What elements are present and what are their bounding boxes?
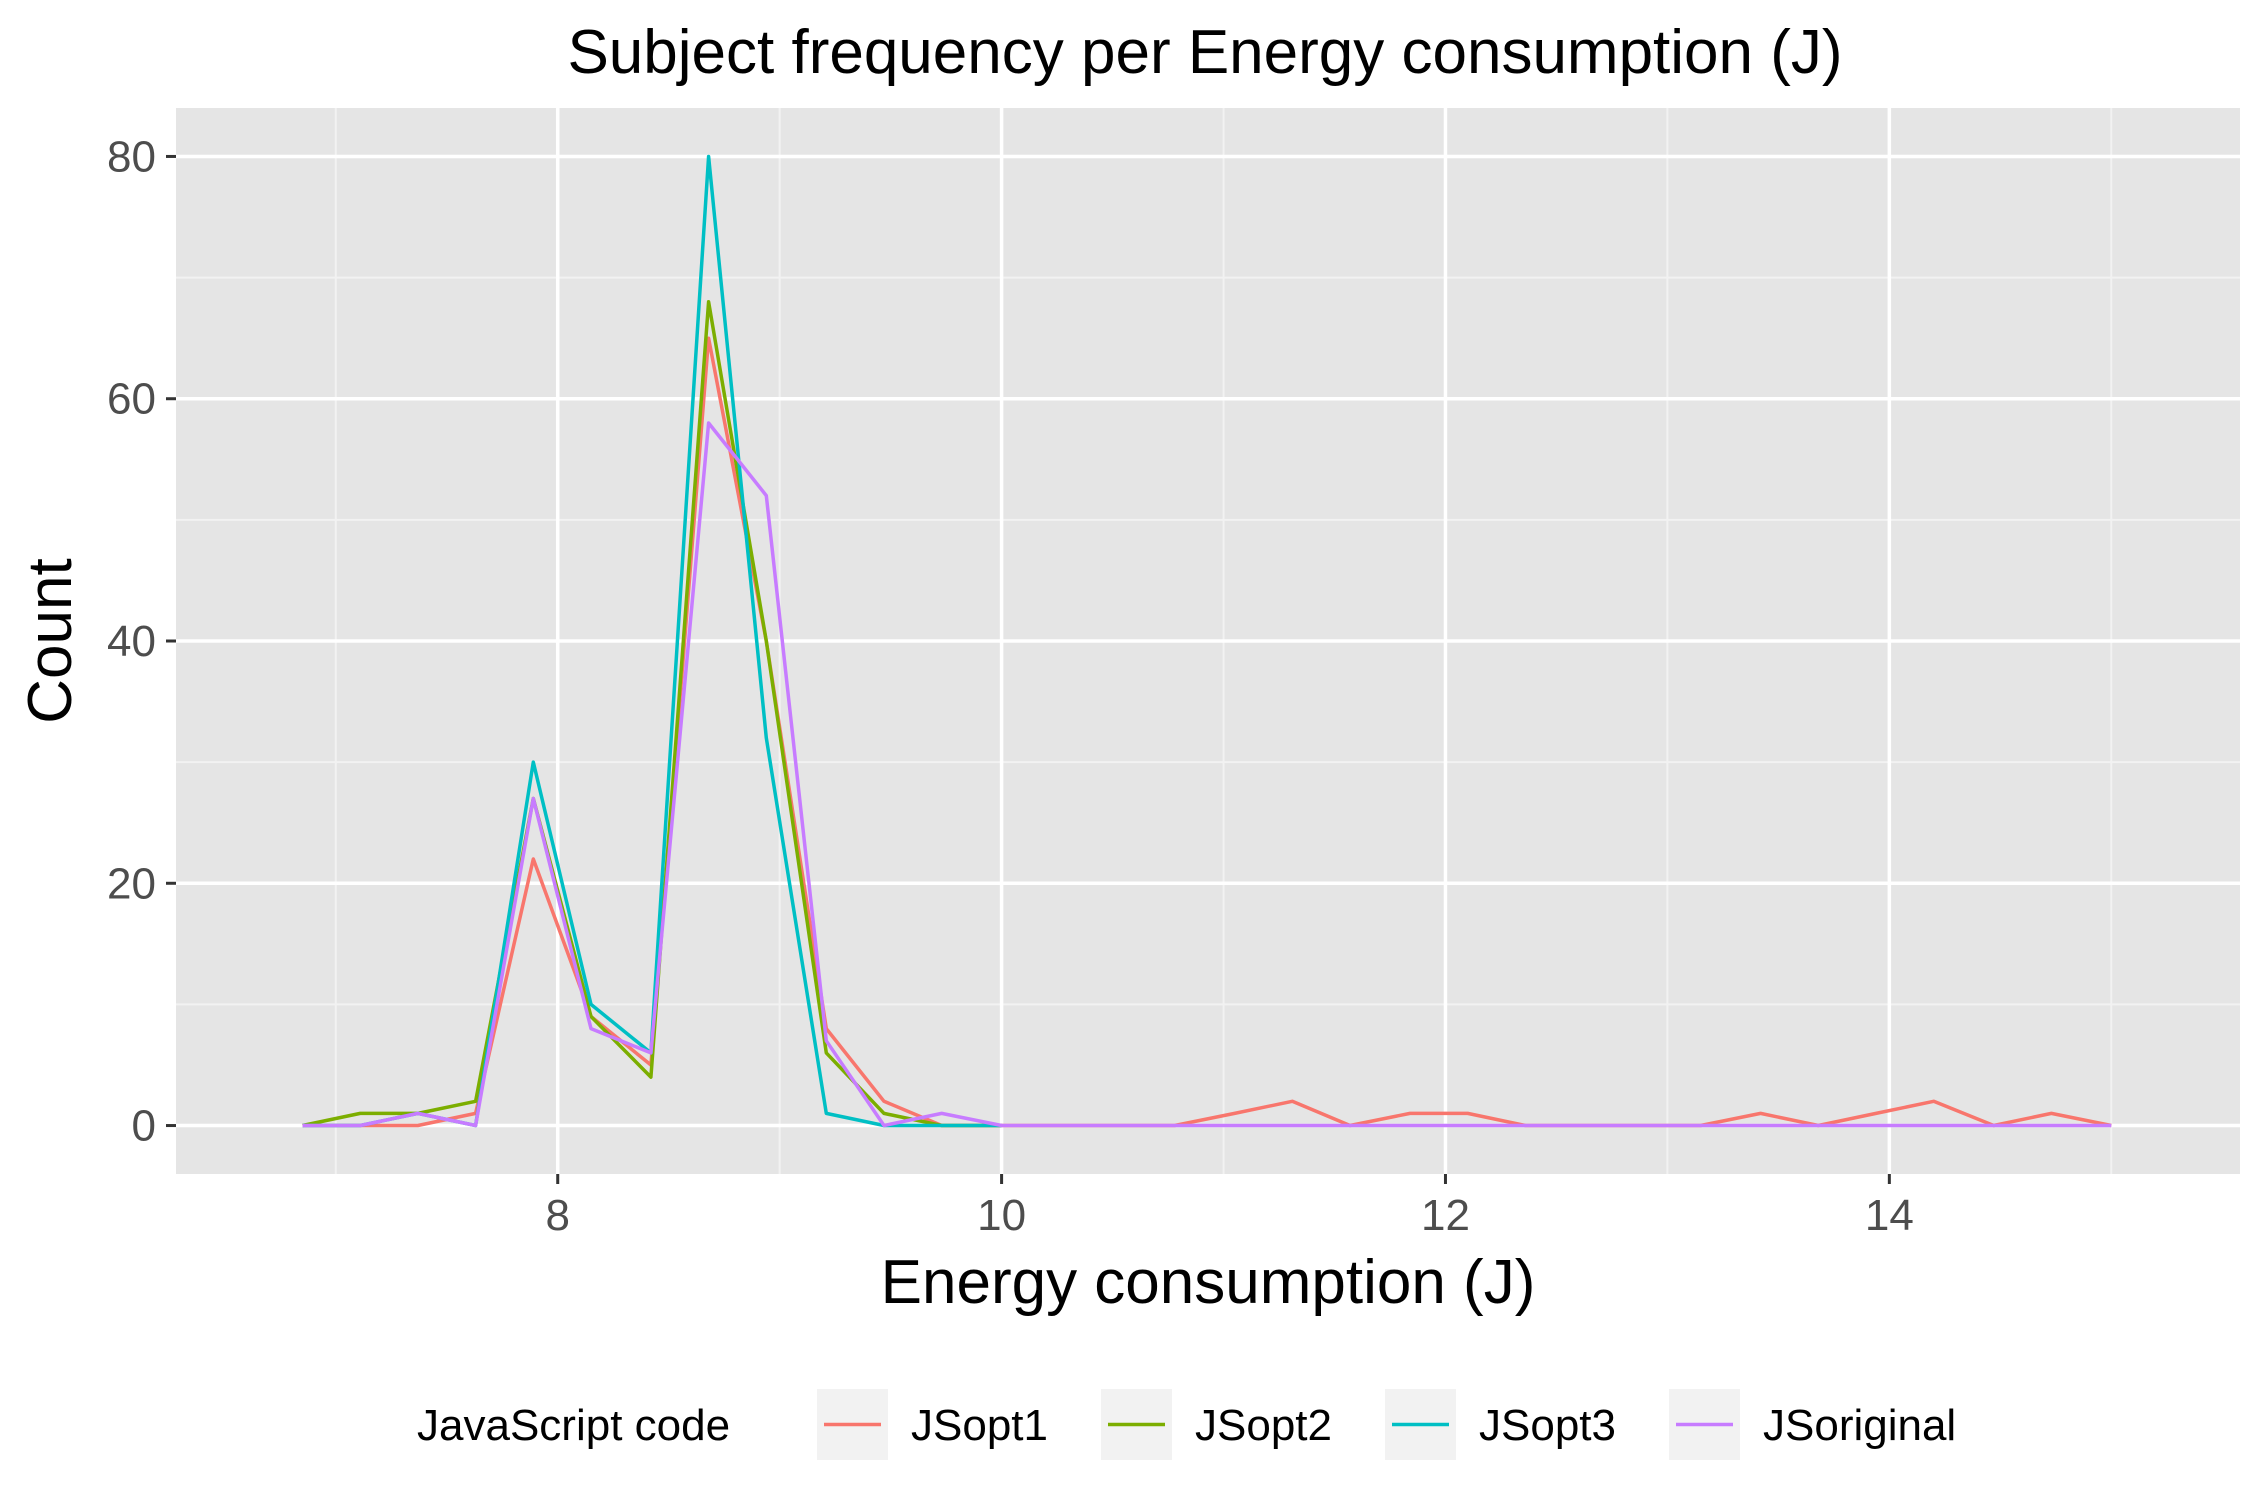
y-tick-label: 20 (107, 859, 156, 908)
x-tick-label: 8 (545, 1191, 569, 1240)
series-lines (302, 154, 2112, 1128)
y-tick-label: 0 (132, 1102, 156, 1151)
y-tick-label: 80 (107, 132, 156, 181)
y-axis: 0 20 40 60 80 (107, 132, 176, 1151)
legend-title: JavaScript code (417, 1401, 730, 1450)
legend-label-jsopt2: JSopt2 (1195, 1401, 1332, 1450)
legend-label-jsopt1: JSopt1 (911, 1401, 1048, 1450)
y-tick-label: 60 (107, 375, 156, 424)
series-line-jsoriginal (302, 421, 2112, 1128)
x-axis-title: Energy consumption (J) (881, 1248, 1536, 1317)
legend: JavaScript code JSopt1 JSopt2 JSopt3 JSorig… (417, 1389, 1956, 1460)
chart-title: Subject frequency per Energy consumption… (567, 18, 1842, 87)
x-axis: 8 10 12 14 (545, 1174, 1914, 1240)
x-tick-label: 14 (1865, 1191, 1914, 1240)
y-axis-title: Count (16, 558, 85, 723)
legend-label-jsoriginal: JSoriginal (1763, 1401, 1956, 1450)
x-tick-label: 12 (1421, 1191, 1470, 1240)
x-tick-label: 10 (977, 1191, 1026, 1240)
legend-label-jsopt3: JSopt3 (1479, 1401, 1616, 1450)
y-tick-label: 40 (107, 617, 156, 666)
